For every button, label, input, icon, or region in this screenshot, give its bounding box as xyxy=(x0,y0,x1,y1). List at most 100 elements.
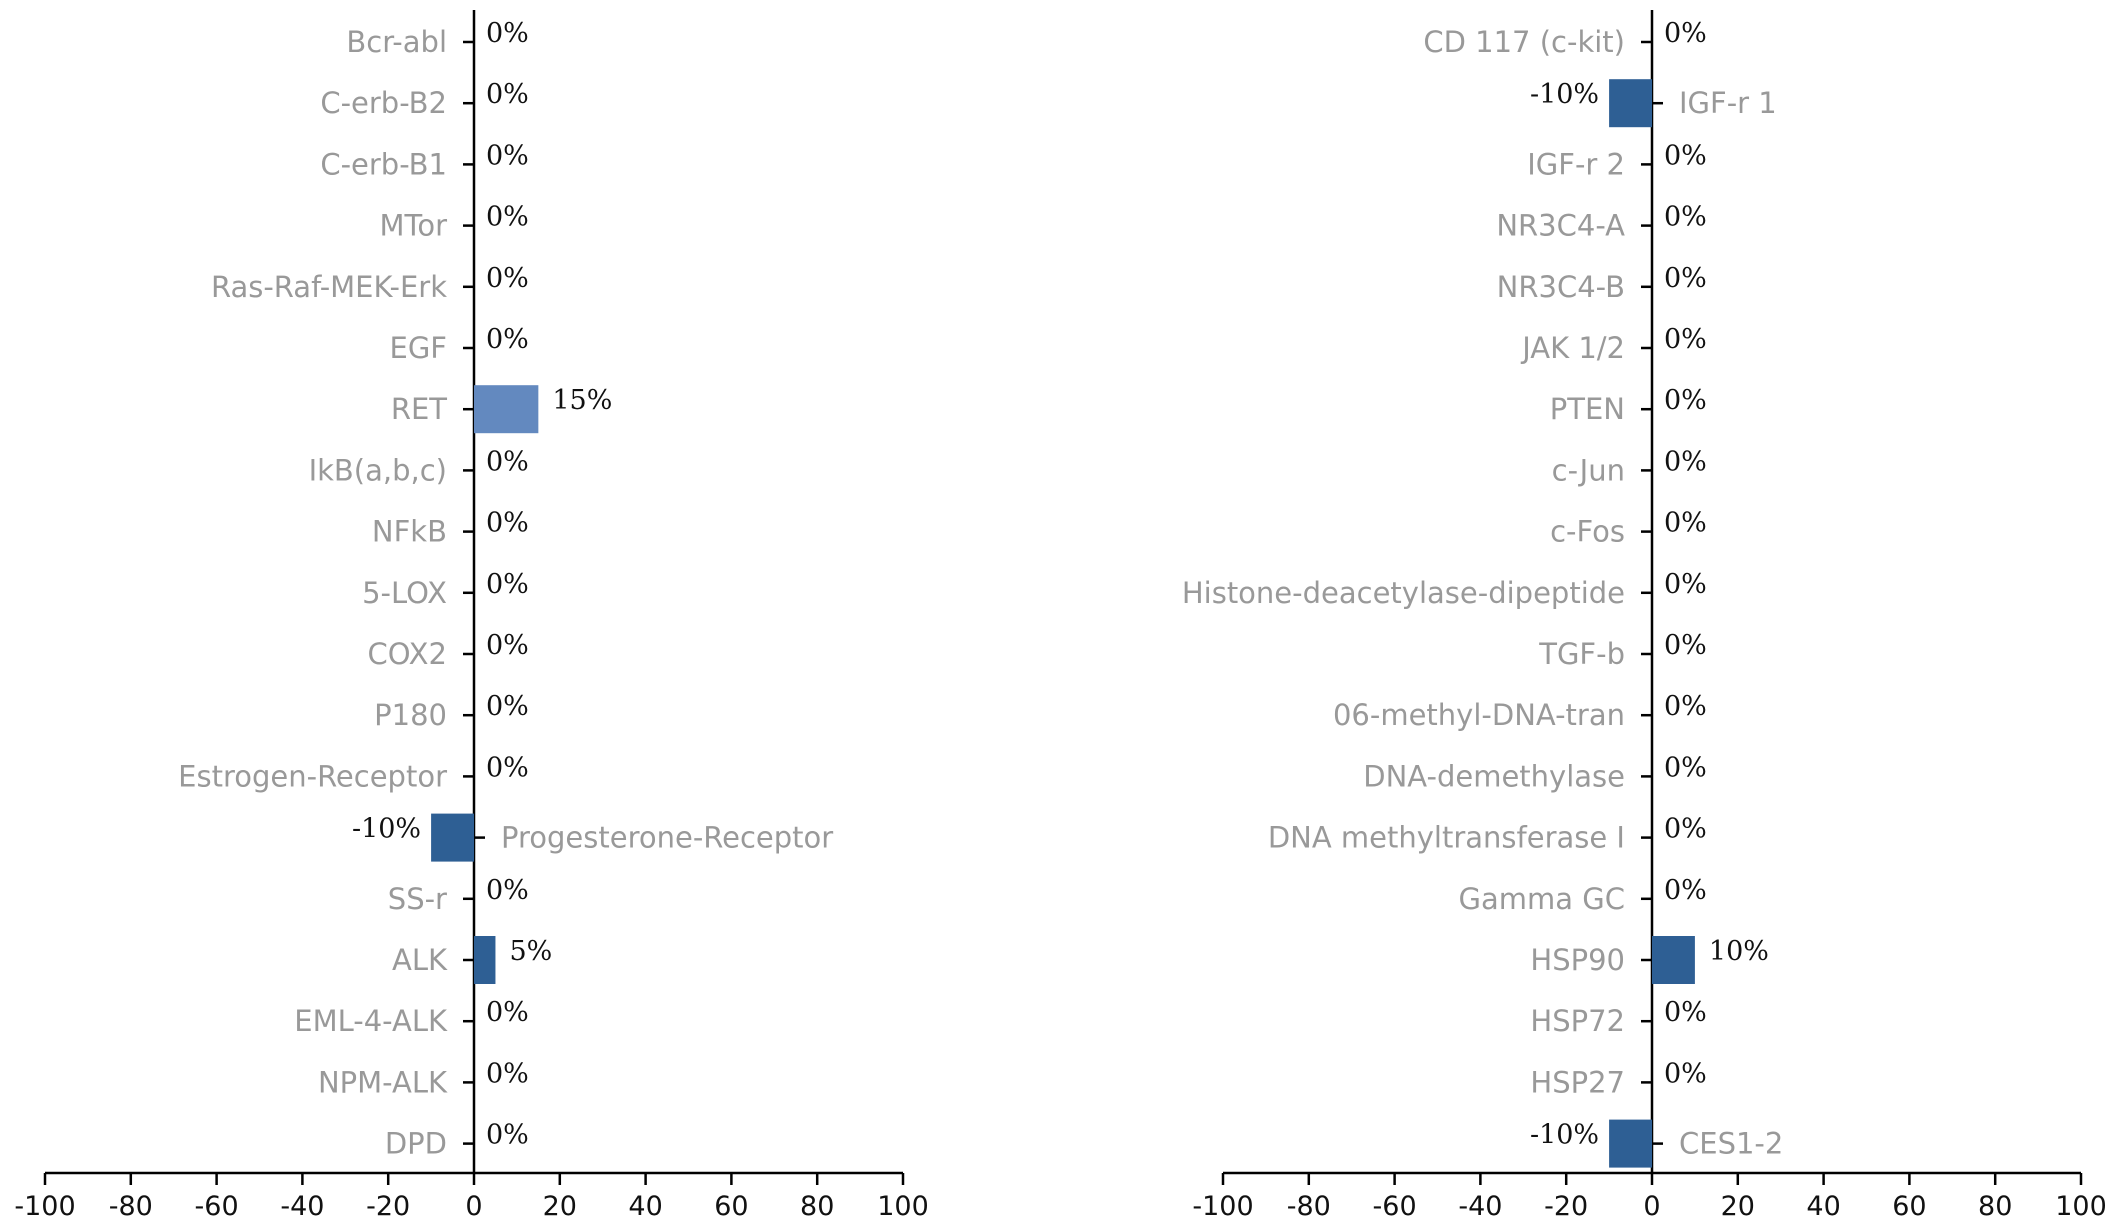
value-label: 0% xyxy=(1664,1058,1707,1089)
category-label: PTEN xyxy=(1550,392,1625,426)
x-tick-label: -100 xyxy=(14,1191,75,1222)
x-tick-label: 100 xyxy=(2055,1191,2107,1222)
value-label: 0% xyxy=(1664,508,1707,539)
value-label: 5% xyxy=(509,936,552,967)
category-label: IGF-r 1 xyxy=(1679,86,1777,120)
value-label: 0% xyxy=(486,630,529,661)
value-label: 0% xyxy=(486,79,529,110)
category-label: P180 xyxy=(374,698,447,732)
value-label: -10% xyxy=(352,814,421,845)
bar xyxy=(1609,79,1652,128)
x-tick-label: 40 xyxy=(628,1191,662,1222)
value-label: 0% xyxy=(486,997,529,1028)
value-label: 0% xyxy=(1664,875,1707,906)
x-tick-label: -100 xyxy=(1192,1191,1253,1222)
x-tick-label: -20 xyxy=(366,1191,410,1222)
category-label: DPD xyxy=(385,1127,447,1161)
value-label: 0% xyxy=(1664,814,1707,845)
value-label: 0% xyxy=(1664,18,1707,49)
category-label: IkB(a,b,c) xyxy=(309,453,447,487)
category-label: 06-methyl-DNA-tran xyxy=(1333,698,1625,732)
value-label: 10% xyxy=(1709,936,1769,967)
category-label: HSP72 xyxy=(1530,1004,1625,1038)
x-tick-label: -60 xyxy=(1373,1191,1417,1222)
value-label: 0% xyxy=(1664,202,1707,233)
bar xyxy=(431,813,474,862)
value-label: -10% xyxy=(1530,79,1599,110)
value-label: 0% xyxy=(1664,630,1707,661)
category-label: EML-4-ALK xyxy=(294,1004,448,1038)
x-tick-label: 0 xyxy=(1643,1191,1660,1222)
x-tick-label: -40 xyxy=(280,1191,324,1222)
x-tick-label: -80 xyxy=(1287,1191,1331,1222)
category-label: C-erb-B2 xyxy=(320,86,447,120)
x-tick-label: 60 xyxy=(714,1191,748,1222)
category-label: Progesterone-Receptor xyxy=(501,821,833,855)
category-label: NR3C4-A xyxy=(1496,209,1625,243)
category-label: CD 117 (c-kit) xyxy=(1423,25,1625,59)
category-label: Gamma GC xyxy=(1459,882,1625,916)
category-label: HSP27 xyxy=(1530,1065,1625,1099)
category-label: DNA methyltransferase I xyxy=(1268,821,1625,855)
value-label: 15% xyxy=(552,385,612,416)
value-label: 0% xyxy=(1664,385,1707,416)
category-label: Estrogen-Receptor xyxy=(178,759,447,793)
x-tick-label: 20 xyxy=(1721,1191,1755,1222)
category-label: NPM-ALK xyxy=(318,1065,448,1099)
category-label: NR3C4-B xyxy=(1497,270,1625,304)
value-label: 0% xyxy=(486,875,529,906)
value-label: 0% xyxy=(1664,324,1707,355)
category-label: SS-r xyxy=(388,882,447,916)
x-tick-label: -40 xyxy=(1458,1191,1502,1222)
value-label: 0% xyxy=(486,569,529,600)
category-label: COX2 xyxy=(367,637,447,671)
category-label: IGF-r 2 xyxy=(1527,147,1625,181)
value-label: 0% xyxy=(1664,997,1707,1028)
x-tick-label: 40 xyxy=(1806,1191,1840,1222)
bar xyxy=(1609,1119,1652,1168)
category-label: DNA-demethylase xyxy=(1363,759,1625,793)
value-label: 0% xyxy=(486,140,529,171)
x-tick-label: -20 xyxy=(1544,1191,1588,1222)
value-label: 0% xyxy=(1664,263,1707,294)
right-chart-panel: -100 -80 -60 -40 -20 0 20 40 60 80 100 CD 117 (c-ki… xyxy=(1182,10,2107,1222)
category-label: RET xyxy=(391,392,447,426)
category-label: Ras-Raf-MEK-Erk xyxy=(211,270,447,304)
x-tick-label: 60 xyxy=(1892,1191,1926,1222)
value-label: 0% xyxy=(1664,569,1707,600)
value-label: 0% xyxy=(486,446,529,477)
value-label: 0% xyxy=(486,691,529,722)
value-label: 0% xyxy=(486,18,529,49)
category-label: CES1-2 xyxy=(1679,1127,1783,1161)
category-label: c-Jun xyxy=(1552,453,1625,487)
x-tick-label: 20 xyxy=(543,1191,577,1222)
value-label: 0% xyxy=(1664,140,1707,171)
value-label: -10% xyxy=(1530,1120,1599,1151)
value-label: 0% xyxy=(1664,691,1707,722)
category-label: EGF xyxy=(390,331,447,365)
category-label: HSP90 xyxy=(1530,943,1625,977)
category-label: MTor xyxy=(380,209,448,243)
bar xyxy=(474,385,539,434)
value-label: 0% xyxy=(1664,446,1707,477)
category-label: ALK xyxy=(392,943,448,977)
x-tick-label: -80 xyxy=(109,1191,153,1222)
category-label: JAK 1/2 xyxy=(1520,331,1625,365)
category-label: Bcr-abl xyxy=(346,25,447,59)
x-tick-label: 80 xyxy=(800,1191,834,1222)
value-label: 0% xyxy=(486,1120,529,1151)
x-tick-label: 80 xyxy=(1978,1191,2012,1222)
category-label: 5-LOX xyxy=(362,576,447,610)
value-label: 0% xyxy=(486,752,529,783)
value-label: 0% xyxy=(486,324,529,355)
category-label: TGF-b xyxy=(1538,637,1625,671)
value-label: 0% xyxy=(486,202,529,233)
category-label: NFkB xyxy=(372,515,447,549)
value-label: 0% xyxy=(486,508,529,539)
category-label: C-erb-B1 xyxy=(320,147,447,181)
x-tick-label: 0 xyxy=(465,1191,482,1222)
bar xyxy=(1652,936,1695,984)
category-label: Histone-deacetylase-dipeptide xyxy=(1182,576,1625,610)
left-chart-panel: -100 -80 -60 -40 -20 0 20 40 60 80 100 Bcr-abl 0% C-e… xyxy=(14,10,929,1222)
